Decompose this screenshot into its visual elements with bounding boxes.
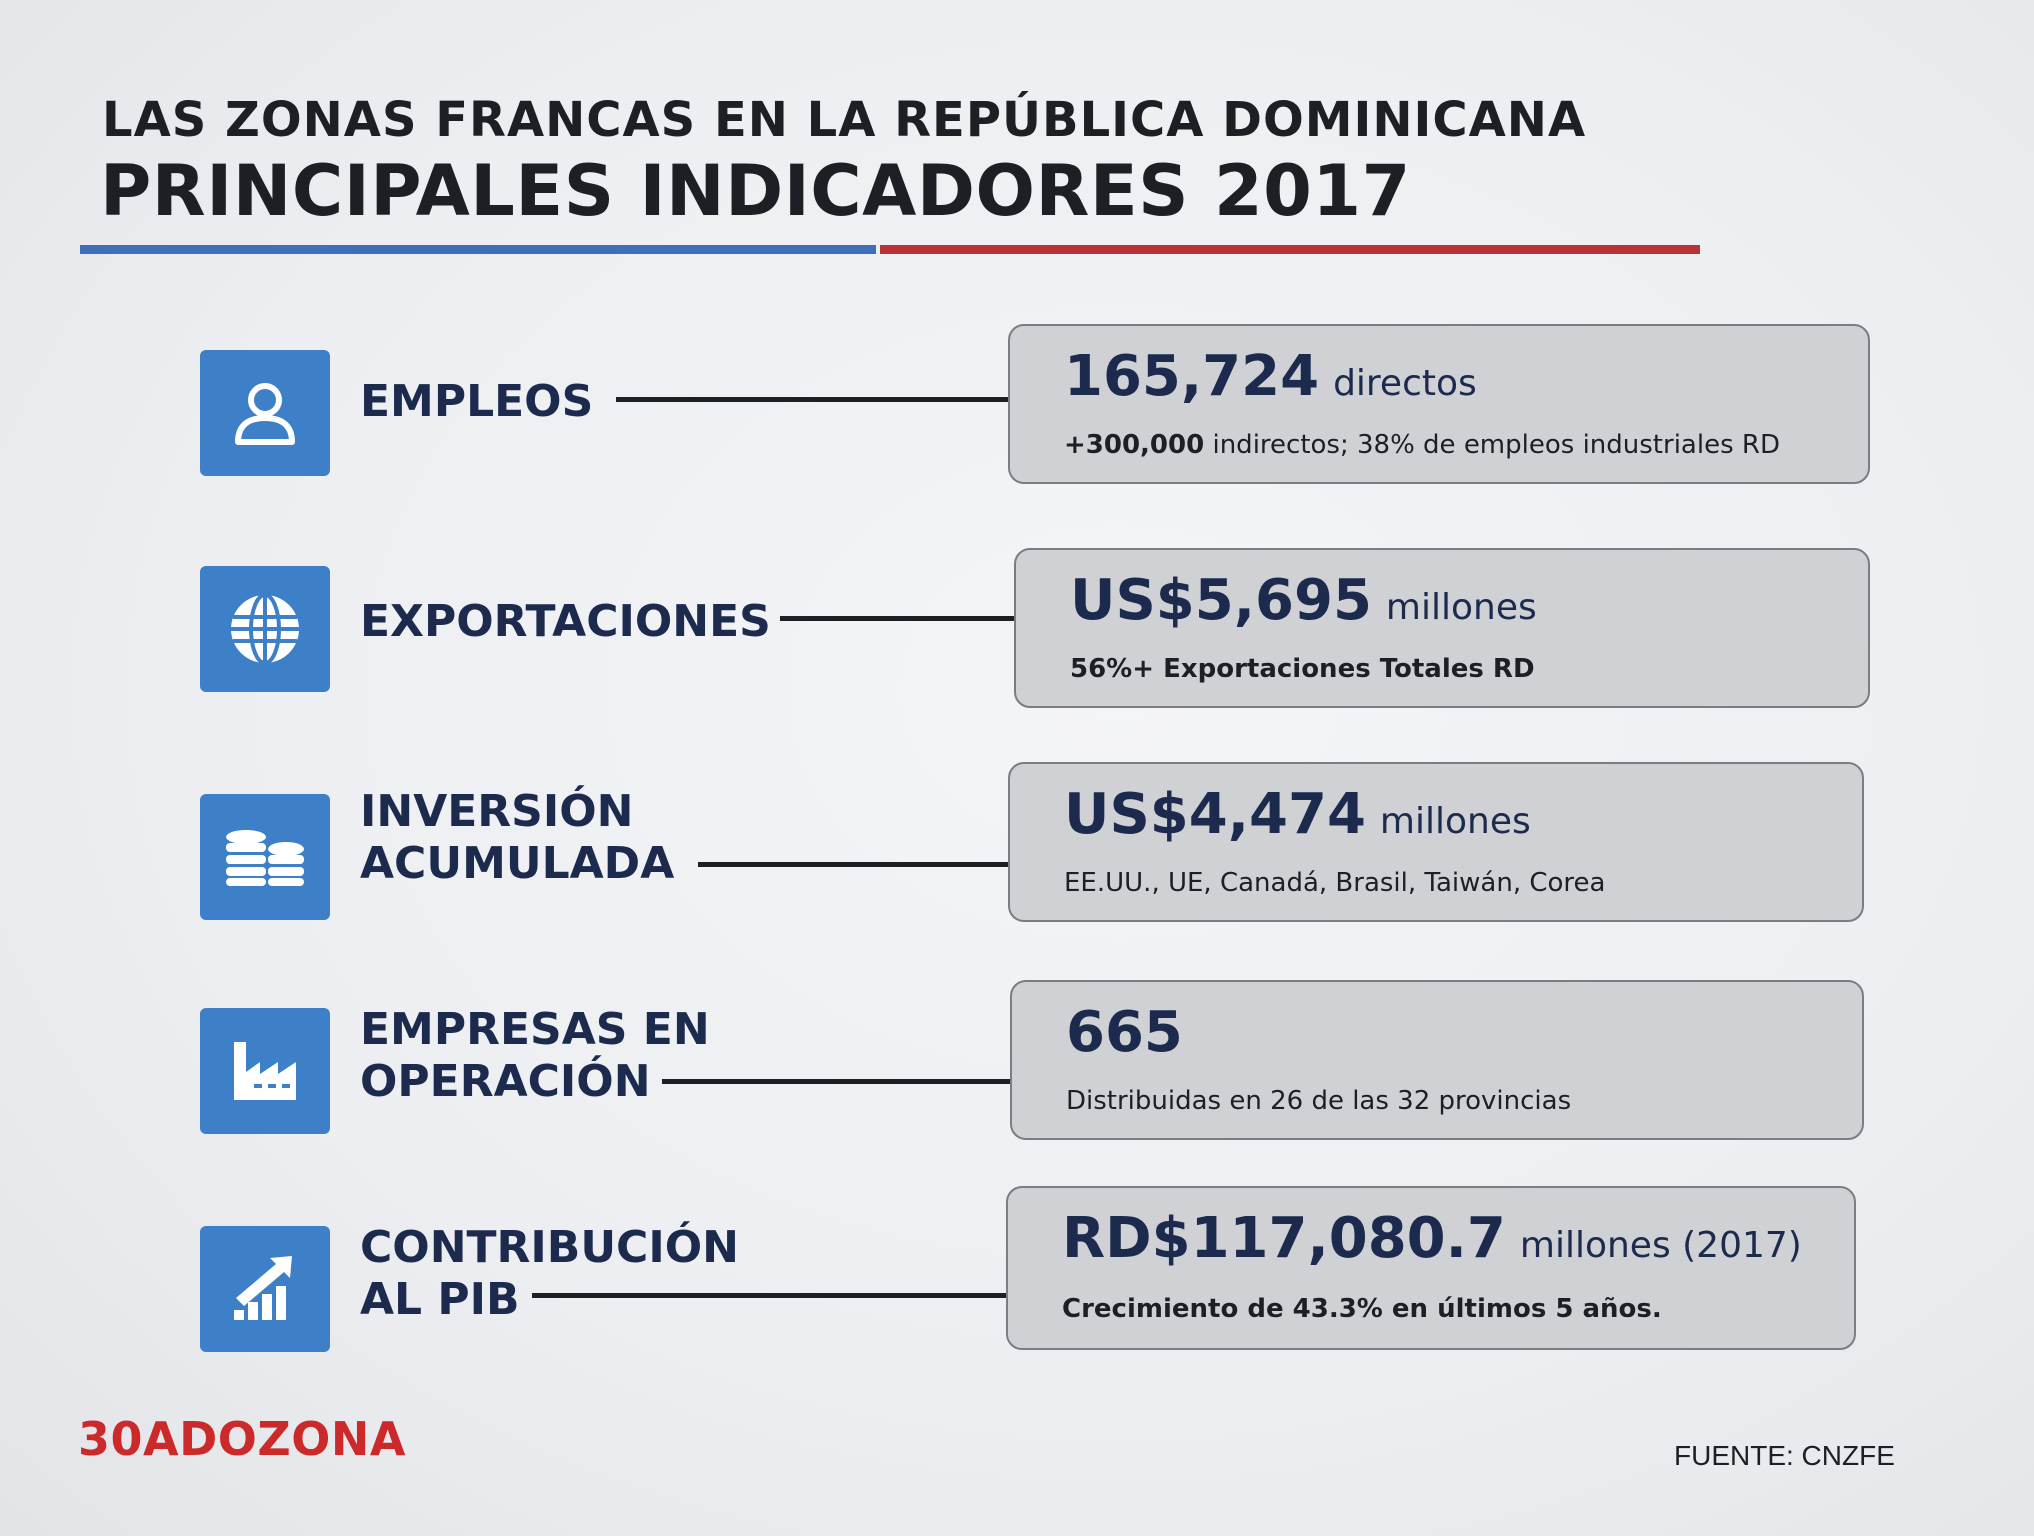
globe-icon [200, 566, 330, 692]
label-line: EXPORTACIONES [360, 596, 771, 647]
value-unit: directos [1333, 363, 1477, 404]
indicator-label-exportaciones: EXPORTACIONES [360, 596, 771, 648]
coins-icon [200, 794, 330, 920]
indicator-value: US$4,474 millones [1064, 782, 1531, 847]
connector-line [662, 1079, 1012, 1084]
connector-line [780, 616, 1014, 621]
detail-bold: Crecimiento de 43.3% en últimos 5 años. [1062, 1294, 1662, 1324]
detail-text: EE.UU., UE, Canadá, Brasil, Taiwán, Core… [1064, 868, 1606, 898]
connector-line [532, 1293, 1008, 1298]
detail-text: indirectos; 38% de empleos industriales … [1204, 430, 1780, 460]
connector-line [616, 397, 1010, 402]
indicator-box-empleos: 165,724 directos +300,000 indirectos; 38%… [1008, 324, 1870, 484]
indicator-box-pib: RD$117,080.7 millones (2017) Crecimiento … [1006, 1186, 1856, 1350]
logo-number: 30 [78, 1412, 144, 1466]
value-unit: millones (2017) [1519, 1225, 1802, 1266]
value-number: 165,724 [1064, 344, 1320, 409]
page-title-line1: LAS ZONAS FRANCAS EN LA REPÚBLICA DOMINI… [102, 92, 1587, 148]
indicator-value: 665 [1066, 1000, 1197, 1065]
label-line: OPERACIÓN [360, 1056, 651, 1107]
indicator-detail: +300,000 indirectos; 38% de empleos indu… [1064, 430, 1780, 460]
value-number: RD$117,080.7 [1062, 1206, 1506, 1271]
indicator-detail: Crecimiento de 43.3% en últimos 5 años. [1062, 1294, 1662, 1324]
indicator-label-empleos: EMPLEOS [360, 376, 593, 428]
indicator-label-empresas: EMPRESAS EN OPERACIÓN [360, 1004, 710, 1108]
value-number: US$5,695 [1070, 568, 1372, 633]
label-line: ACUMULADA [360, 838, 675, 889]
detail-bold: 56%+ Exportaciones Totales RD [1070, 654, 1535, 684]
indicator-detail: Distribuidas en 26 de las 32 provincias [1066, 1086, 1571, 1116]
label-line: EMPRESAS EN [360, 1004, 710, 1055]
factory-icon [200, 1008, 330, 1134]
indicator-detail: 56%+ Exportaciones Totales RD [1070, 654, 1535, 684]
indicator-box-inversion: US$4,474 millones EE.UU., UE, Canadá, Bra… [1008, 762, 1864, 922]
detail-text: Distribuidas en 26 de las 32 provincias [1066, 1086, 1572, 1116]
indicator-label-inversion: INVERSIÓN ACUMULADA [360, 786, 674, 890]
logo-text: ADOZONA [143, 1412, 406, 1466]
indicator-value: RD$117,080.7 millones (2017) [1062, 1206, 1802, 1271]
title-rule-red [880, 245, 1700, 254]
label-line: AL PIB [360, 1274, 520, 1325]
connector-line [698, 862, 1010, 867]
label-line: INVERSIÓN [360, 786, 634, 837]
indicator-box-exportaciones: US$5,695 millones 56%+ Exportaciones Tota… [1014, 548, 1870, 708]
source-note: FUENTE: CNZFE [1674, 1440, 1895, 1471]
title-rule-blue [80, 245, 876, 254]
indicator-value: US$5,695 millones [1070, 568, 1537, 633]
value-number: 665 [1066, 1000, 1183, 1065]
label-line: EMPLEOS [360, 376, 594, 427]
page-title-line2: PRINCIPALES INDICADORES 2017 [100, 150, 1411, 232]
detail-bold: +300,000 [1064, 430, 1205, 460]
value-unit: millones [1385, 587, 1537, 628]
value-unit: millones [1379, 801, 1531, 842]
growth-chart-icon [200, 1226, 330, 1352]
label-line: CONTRIBUCIÓN [360, 1222, 739, 1273]
person-icon [200, 350, 330, 476]
indicator-value: 165,724 directos [1064, 344, 1477, 409]
indicator-label-pib: CONTRIBUCIÓN AL PIB [360, 1222, 739, 1326]
indicator-box-empresas: 665 Distribuidas en 26 de las 32 provinc… [1010, 980, 1864, 1140]
adozona-logo: 30ADOZONA [78, 1412, 406, 1466]
indicator-detail: EE.UU., UE, Canadá, Brasil, Taiwán, Core… [1064, 868, 1605, 898]
value-number: US$4,474 [1064, 782, 1366, 847]
